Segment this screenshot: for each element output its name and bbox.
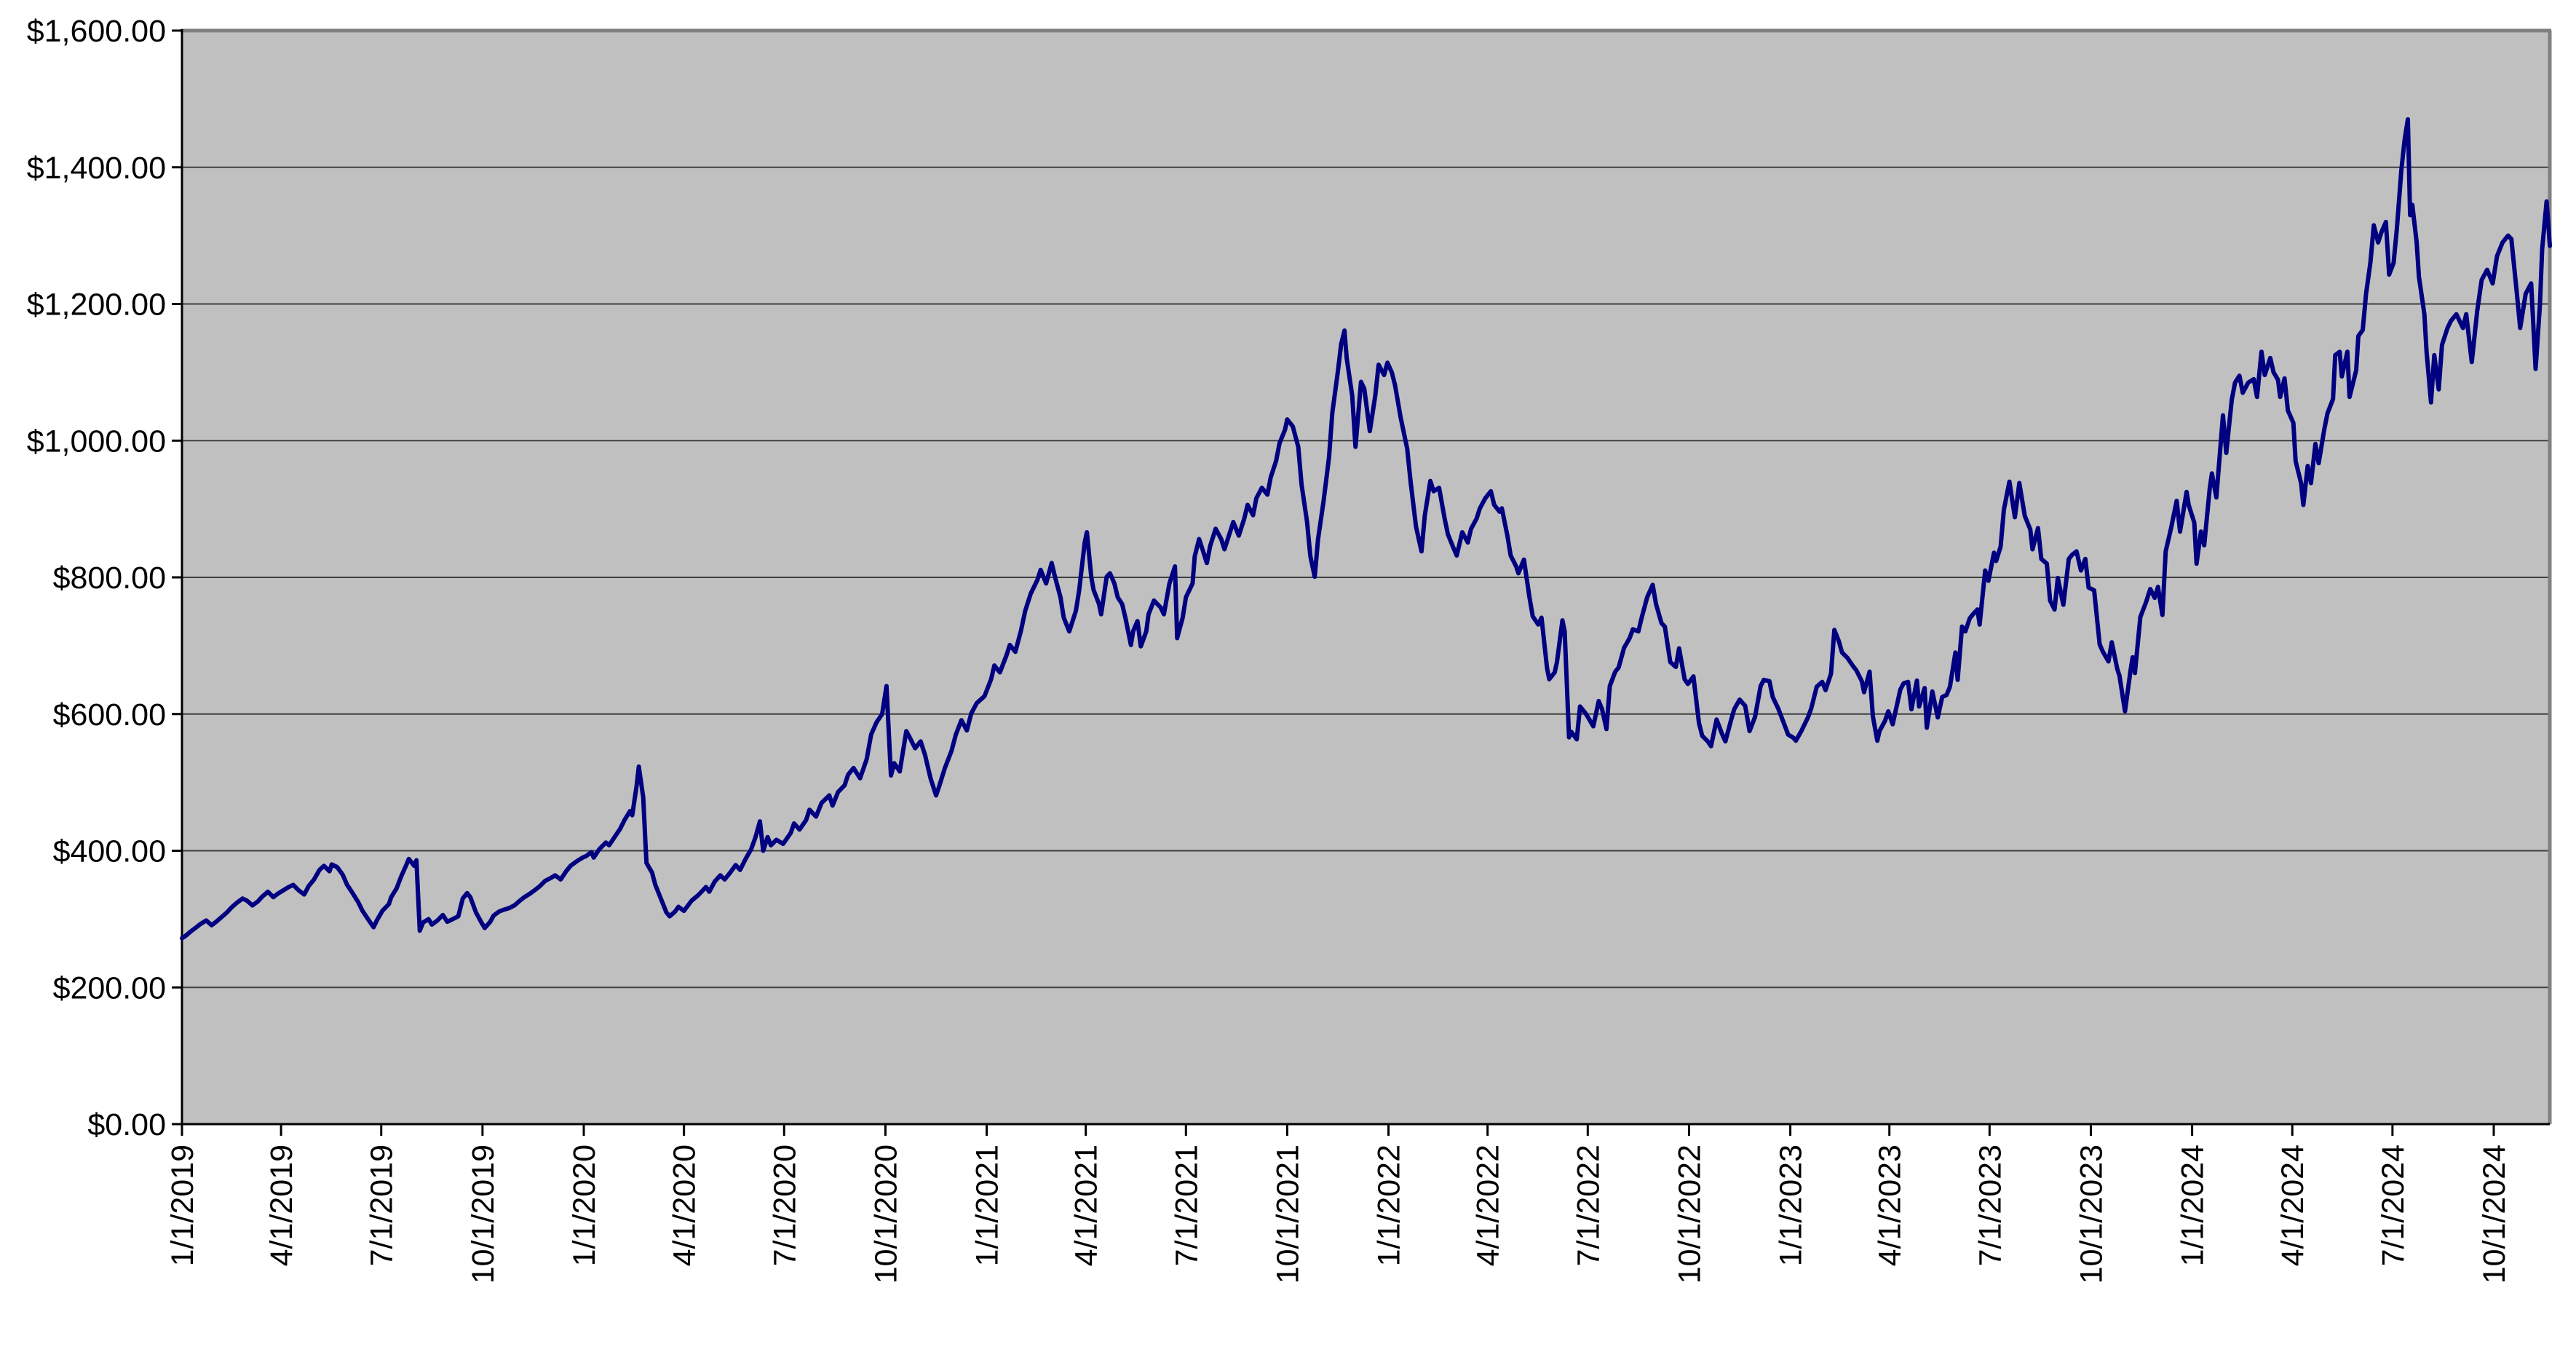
x-axis-label: 1/1/2021 — [970, 1145, 1005, 1266]
y-axis-label: $1,400.00 — [27, 151, 166, 186]
x-axis-label: 10/1/2020 — [868, 1145, 903, 1284]
x-axis-label: 4/1/2021 — [1069, 1145, 1104, 1266]
x-axis-label: 10/1/2019 — [466, 1145, 501, 1284]
y-axis-label: $1,200.00 — [27, 288, 166, 323]
x-axis-label: 4/1/2024 — [2275, 1145, 2310, 1266]
y-axis-label: $800.00 — [53, 561, 166, 596]
x-axis-label: 7/1/2019 — [365, 1145, 400, 1266]
y-axis-label: $200.00 — [53, 970, 166, 1005]
x-axis-label: 1/1/2019 — [165, 1145, 200, 1266]
price-line — [180, 117, 2553, 941]
x-axis-label: 1/1/2020 — [567, 1145, 602, 1266]
x-axis-label: 7/1/2022 — [1571, 1145, 1606, 1266]
axis-ticks-group — [172, 29, 2495, 1136]
x-axis-labels-group: 1/1/2019 4/1/2019 7/1/2019 10/1/2019 1/1/202… — [165, 1145, 2512, 1284]
y-axis-labels-group: $0.00 $200.00 $400.00 $600.00 $800.00 $1,000.… — [27, 14, 166, 1142]
series-group — [180, 117, 2553, 941]
x-axis-label: 7/1/2020 — [767, 1145, 802, 1266]
x-axis-label: 4/1/2022 — [1471, 1145, 1506, 1266]
x-axis-label: 1/1/2022 — [1372, 1145, 1407, 1266]
x-axis-label: 4/1/2019 — [264, 1145, 299, 1266]
x-axis-label: 10/1/2021 — [1270, 1145, 1305, 1284]
y-axis-label: $0.00 — [87, 1107, 166, 1142]
x-axis-label: 7/1/2023 — [1973, 1145, 2008, 1266]
x-axis-label: 1/1/2024 — [2176, 1145, 2211, 1266]
x-axis-label: 10/1/2022 — [1672, 1145, 1707, 1284]
x-axis-label: 7/1/2024 — [2376, 1145, 2411, 1266]
y-axis-label: $600.00 — [53, 697, 166, 732]
x-axis-label: 7/1/2021 — [1169, 1145, 1204, 1266]
x-axis-label: 10/1/2023 — [2074, 1145, 2109, 1284]
y-axis-label: $400.00 — [53, 834, 166, 869]
x-axis-label: 1/1/2023 — [1774, 1145, 1809, 1266]
x-axis-label: 4/1/2020 — [667, 1145, 702, 1266]
y-axis-label: $1,000.00 — [27, 424, 166, 459]
y-axis-label: $1,600.00 — [27, 14, 166, 49]
x-axis-label: 4/1/2023 — [1873, 1145, 1908, 1266]
x-axis-label: 10/1/2024 — [2477, 1145, 2512, 1284]
y-gridlines-group — [182, 166, 2550, 989]
